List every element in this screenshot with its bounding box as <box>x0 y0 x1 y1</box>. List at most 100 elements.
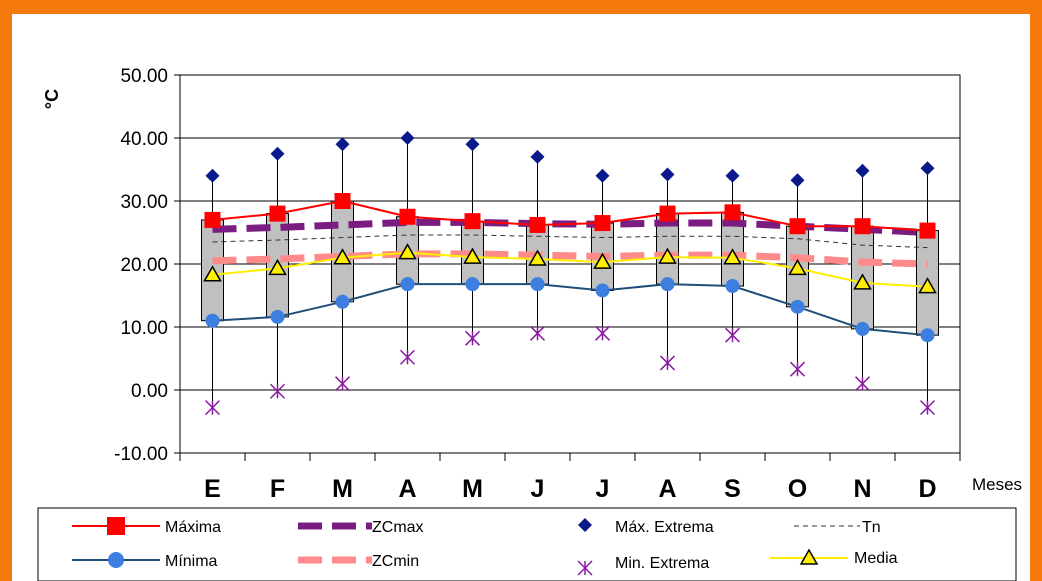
media-point <box>658 247 677 264</box>
minima-point <box>855 321 870 336</box>
media-point <box>333 248 352 265</box>
x-tick-label: D <box>918 475 936 503</box>
y-tick-label: 20.00 <box>120 255 168 276</box>
maxima-point <box>529 216 546 233</box>
min-extrema-point <box>659 355 676 371</box>
max-extrema-point <box>270 146 285 161</box>
media-point <box>398 243 417 260</box>
max-extrema-point <box>205 168 220 183</box>
climate-chart: 50.00 40.00 30.00 20.00 10.00 0.00 -10.00 °C E… <box>37 66 1022 581</box>
y-axis-label: °C <box>42 89 62 109</box>
legend-label: Tn <box>862 519 881 536</box>
min-extrema-point <box>334 376 351 392</box>
legend-square-marker <box>107 517 125 535</box>
legend-asterisk-marker <box>577 560 593 576</box>
x-tick-label: J <box>531 475 545 503</box>
y-tick-label: 40.00 <box>120 129 168 150</box>
legend-item-zcmin: ZCmin <box>298 553 419 570</box>
maxima-point <box>204 211 221 228</box>
maxima-point <box>594 215 611 232</box>
min-extrema-point <box>854 376 871 392</box>
maxima-point <box>919 222 936 239</box>
minima-point <box>920 328 935 343</box>
legend-label: Min. Extrema <box>615 555 709 572</box>
x-tick-label: J <box>596 475 610 503</box>
maxima-line <box>212 199 928 232</box>
legend-box <box>37 507 1017 581</box>
media-point <box>268 258 287 276</box>
x-tick-label: S <box>724 475 741 503</box>
maxima-point <box>334 193 351 209</box>
minima-line <box>212 283 928 337</box>
legend-label: Máxima <box>165 519 221 536</box>
maxima-point <box>269 205 286 222</box>
min-extrema-point <box>594 325 611 341</box>
x-tick-label: O <box>788 475 807 503</box>
y-tick-label: 30.00 <box>120 192 168 213</box>
legend-item-maxima: Máxima <box>72 517 221 536</box>
legend-item-tn: Tn <box>794 519 881 536</box>
legend: Máxima Mínima ZCmax ZCmin Máx. Extrema <box>37 507 1017 581</box>
legend-item-max-extrema: Máx. Extrema <box>578 518 714 536</box>
x-tick-label: A <box>658 475 676 503</box>
maxima-point <box>724 204 741 221</box>
legend-label: ZCmax <box>372 519 424 536</box>
media-line <box>212 251 928 288</box>
minima-point <box>595 283 610 298</box>
x-tick-label: M <box>462 475 483 503</box>
media-point <box>918 277 937 294</box>
x-tick-label: E <box>204 475 221 503</box>
maxima-point <box>789 218 806 235</box>
media-point <box>463 247 482 264</box>
max-extrema-point <box>465 137 480 152</box>
max-extrema-point <box>400 131 415 145</box>
y-tick-label: 50.00 <box>120 66 168 87</box>
x-tick-label: F <box>270 475 285 503</box>
min-extrema-point <box>724 327 741 343</box>
minima-point <box>205 313 220 328</box>
minima-point <box>660 277 675 292</box>
min-extrema-point <box>399 349 416 365</box>
min-extrema-point <box>464 330 481 346</box>
max-extrema-point <box>530 149 545 164</box>
maxima-point <box>854 218 871 235</box>
legend-circle-marker <box>108 552 124 568</box>
x-axis-label: Meses <box>972 475 1022 494</box>
legend-label: Máx. Extrema <box>615 519 714 536</box>
legend-item-zcmax: ZCmax <box>298 519 424 536</box>
y-tick-label: -10.00 <box>114 444 168 465</box>
max-extrema-point <box>855 163 870 178</box>
legend-diamond-marker <box>578 518 592 532</box>
media-point <box>723 248 742 265</box>
minima-point <box>400 277 415 292</box>
legend-label: Media <box>854 550 898 567</box>
media-point <box>528 249 547 266</box>
series-layer <box>203 131 937 416</box>
x-tick-label: N <box>853 475 871 503</box>
legend-label: Mínima <box>165 553 218 570</box>
max-extrema-point <box>335 137 350 152</box>
maxima-point <box>399 208 416 225</box>
x-tick-label: A <box>398 475 416 503</box>
tn-line <box>212 234 928 249</box>
max-extrema-point <box>660 167 675 182</box>
minima-point <box>530 277 545 292</box>
min-extrema-point <box>529 325 546 341</box>
minima-point <box>725 279 740 294</box>
media-point <box>203 265 222 282</box>
legend-triangle-marker <box>799 548 819 565</box>
y-tick-label: 0.00 <box>131 381 168 402</box>
minima-point <box>465 277 480 292</box>
y-axis-ticks: 50.00 40.00 30.00 20.00 10.00 0.00 -10.00 <box>114 66 180 465</box>
legend-label: ZCmin <box>372 553 419 570</box>
zcmin-line <box>212 250 928 268</box>
min-extrema-point <box>789 361 806 377</box>
minima-point <box>335 294 350 309</box>
x-tick-label: M <box>332 475 353 503</box>
gridlines <box>180 74 960 391</box>
min-extrema-point <box>919 400 936 416</box>
max-extrema-point <box>725 168 740 183</box>
max-extrema-point <box>595 168 610 183</box>
min-extrema-point <box>269 383 286 399</box>
